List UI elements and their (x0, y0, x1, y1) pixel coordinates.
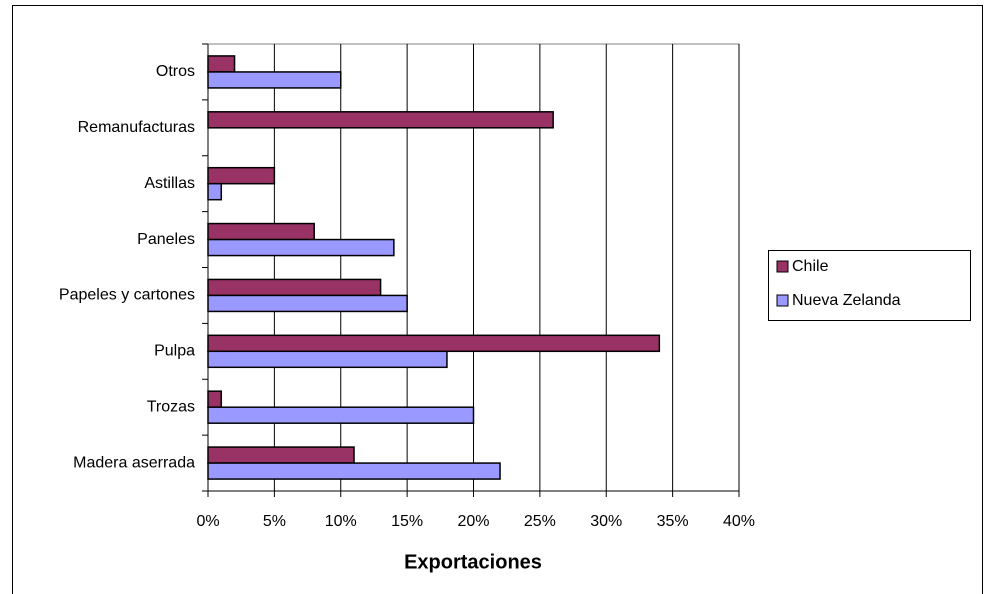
x-tick-label: 40% (723, 513, 755, 530)
legend-swatch (776, 260, 789, 273)
legend-label: Chile (792, 258, 829, 275)
bar (207, 55, 236, 73)
y-tick-label: Trozas (147, 398, 195, 415)
y-tick-label: Otros (156, 63, 195, 80)
bar (207, 222, 315, 241)
bar (207, 446, 355, 464)
legend-label: Nueva Zelanda (792, 292, 901, 309)
x-tick-label: 20% (457, 513, 489, 530)
legend-box (768, 250, 971, 321)
x-tick-label: 15% (391, 513, 423, 530)
x-axis-title: Exportaciones (404, 551, 542, 573)
x-tick-label: 0% (196, 513, 219, 530)
x-tick-label: 25% (524, 513, 556, 530)
y-tick-label: Papeles y cartones (59, 287, 195, 304)
x-tick-label: 30% (590, 513, 622, 530)
bar (207, 294, 408, 313)
bar (207, 406, 475, 424)
y-tick-label: Paneles (137, 231, 195, 248)
bar (207, 334, 661, 353)
y-tick-label: Madera aserrada (73, 454, 195, 471)
bar (207, 111, 554, 129)
bar (207, 390, 223, 408)
bar (207, 71, 342, 89)
bar (207, 182, 223, 201)
bar (207, 238, 395, 257)
legend-swatch (776, 294, 789, 307)
y-tick-label: Astillas (144, 175, 195, 192)
bar (207, 462, 501, 480)
bar (207, 350, 448, 369)
y-tick-label: Pulpa (154, 343, 195, 360)
x-tick-label: 5% (263, 513, 286, 530)
x-tick-label: 10% (325, 513, 357, 530)
bar (207, 278, 382, 297)
bar (207, 166, 276, 185)
x-tick-label: 35% (657, 513, 689, 530)
y-tick-label: Remanufacturas (78, 119, 195, 136)
